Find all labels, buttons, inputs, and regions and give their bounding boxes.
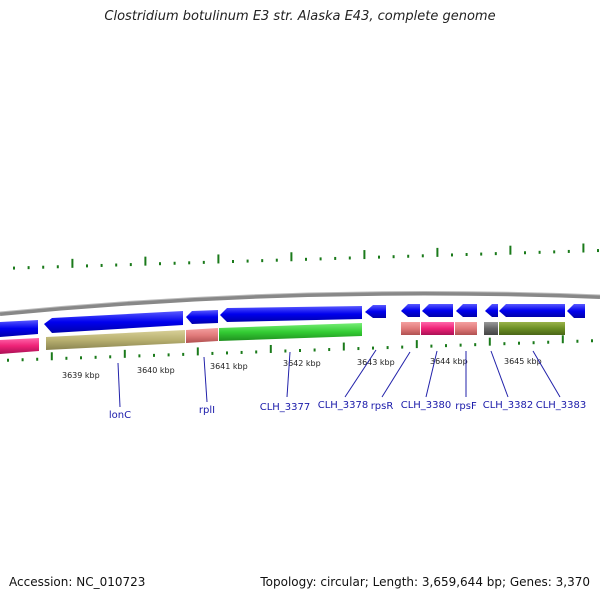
gene-label-rpsF[interactable]: rpsF	[455, 401, 477, 412]
gene-block	[499, 322, 565, 335]
map-title: Clostridium botulinum E3 str. Alaska E43…	[104, 9, 496, 24]
genome-backbone	[0, 291, 600, 316]
cog-category-track	[0, 322, 565, 354]
cds-arrow	[567, 304, 585, 318]
scale-label: 3640 kbp	[137, 366, 175, 375]
topology-summary: Topology: circular; Length: 3,659,644 bp…	[260, 575, 590, 589]
gene-block	[0, 338, 39, 354]
gene-block	[186, 328, 218, 343]
accession-text: Accession: NC_010723	[9, 575, 146, 589]
lower-tick-track	[7, 335, 593, 362]
scale-label: 3639 kbp	[62, 371, 100, 380]
cds-arrow	[422, 304, 453, 317]
callout-line	[425, 350, 438, 398]
gene-label-lonC[interactable]: lonC	[109, 410, 131, 421]
forward-strand-track	[0, 304, 585, 337]
gene-block	[46, 330, 185, 350]
callout-line	[286, 351, 291, 398]
scale-label: 3644 kbp	[430, 357, 468, 366]
scale-label: 3641 kbp	[210, 362, 248, 371]
cds-arrow	[0, 320, 38, 337]
callout-line	[381, 351, 411, 398]
callout-line	[203, 356, 208, 403]
gene-block	[421, 322, 454, 335]
gene-label-rpsR[interactable]: rpsR	[371, 401, 394, 412]
cds-arrow	[485, 304, 498, 317]
callout-line	[532, 350, 561, 398]
gene-label-CLH_3382[interactable]: CLH_3382	[483, 400, 534, 411]
gene-block	[455, 322, 477, 335]
scale-label: 3643 kbp	[357, 358, 395, 367]
gene-block	[484, 322, 498, 335]
scale-label: 3645 kbp	[504, 357, 542, 366]
cds-arrow	[499, 304, 565, 317]
scale-label: 3642 kbp	[283, 359, 321, 368]
gene-labels: lonC rplI CLH_3377 CLH_3378 rpsR CLH_338…	[109, 400, 586, 421]
genome-backbone-highlight	[0, 290, 600, 313]
gene-label-CLH_3380[interactable]: CLH_3380	[401, 400, 452, 411]
gene-callouts	[117, 349, 561, 408]
gene-block	[401, 322, 420, 335]
cds-arrow	[186, 310, 218, 324]
cds-arrow	[220, 306, 362, 322]
cds-arrow	[401, 304, 420, 317]
cds-arrow	[44, 311, 183, 333]
gene-label-CLH_3378[interactable]: CLH_3378	[318, 400, 369, 411]
gene-label-CLH_3383[interactable]: CLH_3383	[536, 400, 587, 411]
gene-label-rplI[interactable]: rplI	[199, 405, 215, 416]
callout-line	[490, 350, 509, 398]
cds-arrow	[456, 304, 477, 317]
gc-content-track	[13, 243, 599, 270]
kbp-scale: 3639 kbp 3640 kbp 3641 kbp 3642 kbp 3643…	[62, 357, 542, 380]
callout-line	[344, 349, 377, 398]
cds-arrow	[365, 305, 386, 318]
callout-line	[117, 362, 121, 408]
gene-block	[219, 323, 362, 341]
gene-label-CLH_3377[interactable]: CLH_3377	[260, 402, 311, 413]
